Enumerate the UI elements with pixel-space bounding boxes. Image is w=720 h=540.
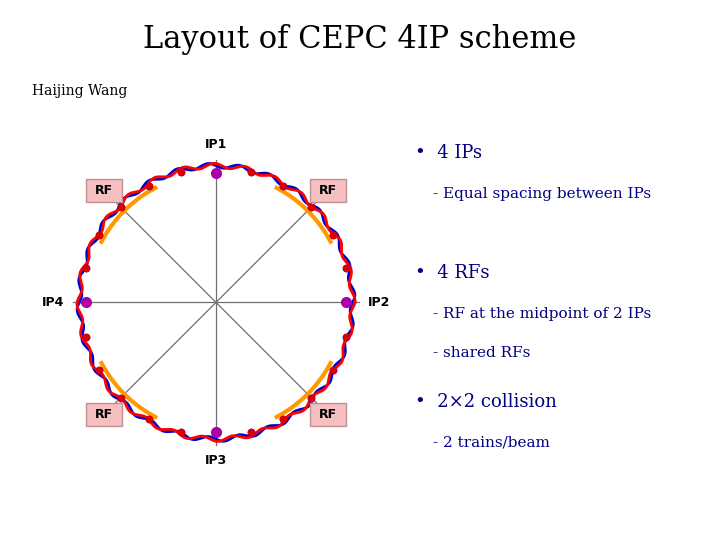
FancyBboxPatch shape — [310, 179, 346, 202]
Text: RF: RF — [95, 184, 113, 197]
Text: IP3: IP3 — [205, 454, 227, 467]
Text: - 2 trains/beam: - 2 trains/beam — [433, 435, 550, 449]
Text: RF: RF — [319, 408, 337, 421]
Text: IP1: IP1 — [204, 138, 228, 151]
FancyBboxPatch shape — [86, 402, 122, 426]
Text: IP2: IP2 — [368, 296, 390, 309]
Text: IP4: IP4 — [42, 296, 64, 309]
Text: RF: RF — [319, 184, 337, 197]
Text: •  2×2 collision: • 2×2 collision — [415, 393, 557, 411]
FancyBboxPatch shape — [310, 402, 346, 426]
Text: •  4 RFs: • 4 RFs — [415, 265, 490, 282]
Text: •  4 IPs: • 4 IPs — [415, 144, 482, 162]
Text: Haijing Wang: Haijing Wang — [32, 84, 127, 98]
Text: RF: RF — [95, 408, 113, 421]
Text: Layout of CEPC 4IP scheme: Layout of CEPC 4IP scheme — [143, 24, 577, 55]
FancyBboxPatch shape — [86, 179, 122, 202]
Text: - Equal spacing between IPs: - Equal spacing between IPs — [433, 187, 652, 201]
Text: - shared RFs: - shared RFs — [433, 346, 531, 360]
Text: - RF at the midpoint of 2 IPs: - RF at the midpoint of 2 IPs — [433, 307, 652, 321]
